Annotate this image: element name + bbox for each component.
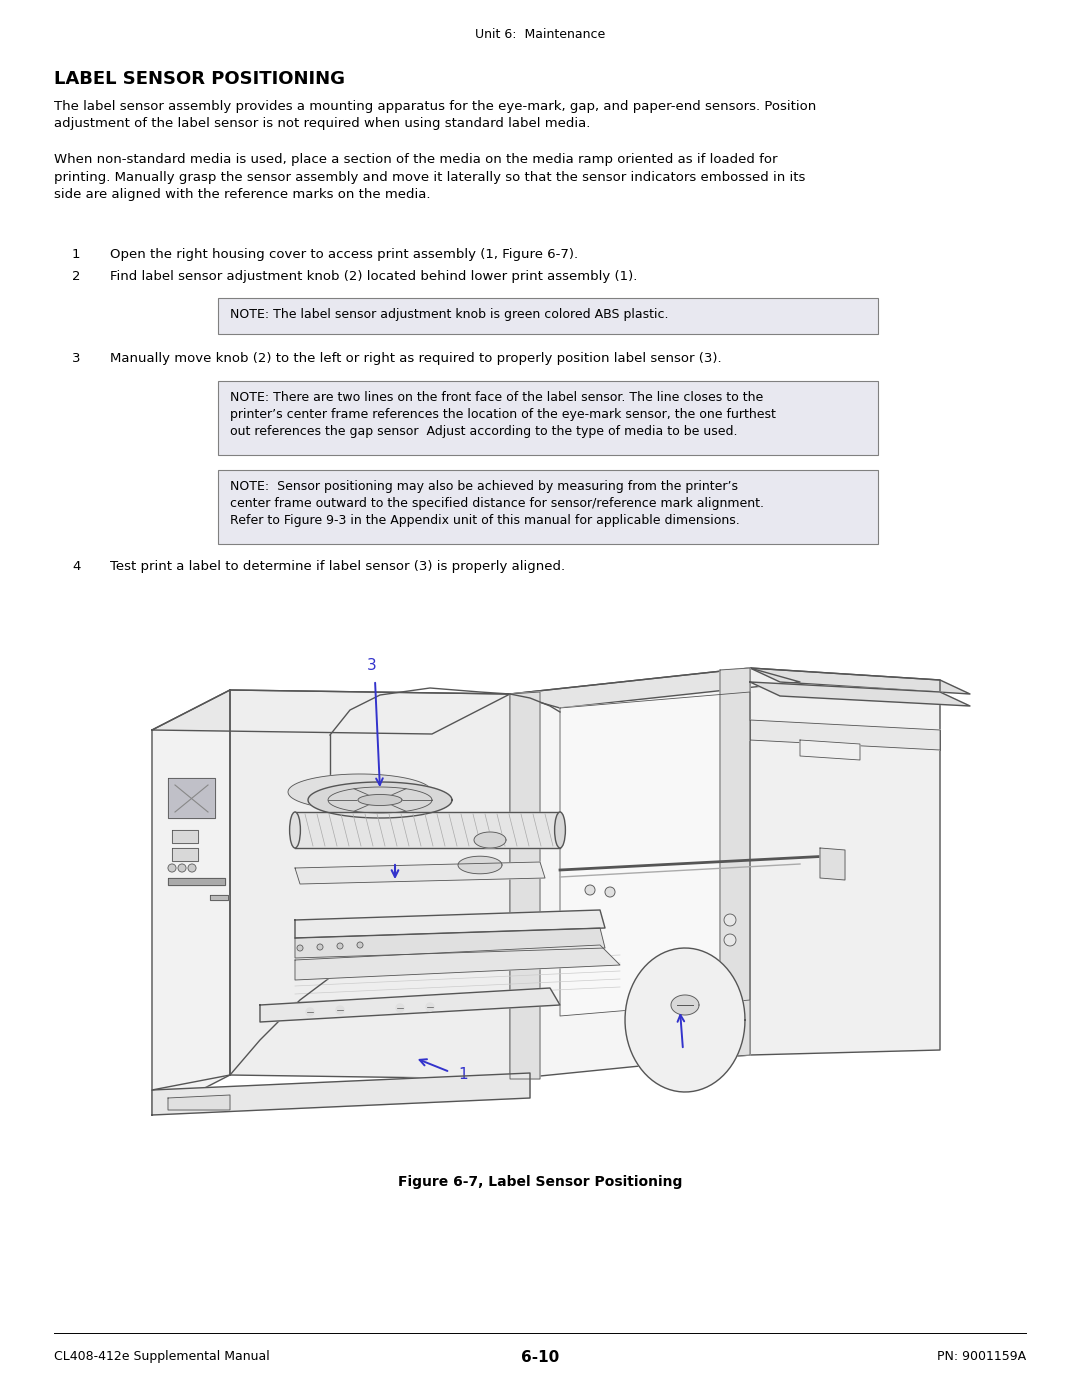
Polygon shape [295, 909, 605, 937]
Text: The label sensor assembly provides a mounting apparatus for the eye-mark, gap, a: The label sensor assembly provides a mou… [54, 101, 816, 130]
Polygon shape [474, 833, 507, 848]
FancyBboxPatch shape [218, 381, 878, 455]
Polygon shape [561, 692, 750, 1016]
Polygon shape [295, 928, 605, 958]
Circle shape [585, 886, 595, 895]
Text: out references the gap sensor  Adjust according to the type of media to be used.: out references the gap sensor Adjust acc… [230, 425, 738, 439]
Circle shape [336, 1006, 345, 1014]
Circle shape [306, 1009, 314, 1016]
Text: NOTE: There are two lines on the front face of the label sensor. The line closes: NOTE: There are two lines on the front f… [230, 391, 764, 404]
Polygon shape [308, 782, 453, 819]
Text: LABEL SENSOR POSITIONING: LABEL SENSOR POSITIONING [54, 70, 345, 88]
Polygon shape [750, 682, 970, 705]
Circle shape [337, 943, 343, 949]
Text: When non-standard media is used, place a section of the media on the media ramp : When non-standard media is used, place a… [54, 154, 806, 201]
Polygon shape [210, 895, 228, 900]
Text: Test print a label to determine if label sensor (3) is properly aligned.: Test print a label to determine if label… [110, 560, 565, 573]
Polygon shape [172, 830, 198, 842]
Circle shape [724, 914, 735, 926]
Polygon shape [230, 690, 510, 1078]
Polygon shape [152, 690, 230, 1115]
Polygon shape [671, 995, 699, 1016]
Text: Manually move knob (2) to the left or right as required to properly position lab: Manually move knob (2) to the left or ri… [110, 352, 721, 365]
Polygon shape [172, 848, 198, 861]
Polygon shape [288, 774, 432, 810]
Circle shape [724, 935, 735, 946]
Polygon shape [295, 944, 620, 981]
Text: printer’s center frame references the location of the eye-mark sensor, the one f: printer’s center frame references the lo… [230, 408, 775, 420]
Text: Figure 6-7, Label Sensor Positioning: Figure 6-7, Label Sensor Positioning [397, 1175, 683, 1189]
Text: center frame outward to the specified distance for sensor/reference mark alignme: center frame outward to the specified di… [230, 497, 764, 510]
Text: Refer to Figure 9-3 in the Appendix unit of this manual for applicable dimension: Refer to Figure 9-3 in the Appendix unit… [230, 514, 740, 527]
Polygon shape [357, 795, 402, 806]
Polygon shape [458, 856, 502, 873]
FancyBboxPatch shape [218, 298, 878, 334]
Circle shape [168, 863, 176, 872]
Polygon shape [750, 668, 970, 694]
Text: 1: 1 [72, 249, 81, 261]
Polygon shape [510, 692, 540, 1078]
Polygon shape [168, 1095, 230, 1111]
Circle shape [396, 1004, 404, 1011]
Circle shape [297, 944, 303, 951]
Text: 4: 4 [72, 560, 80, 573]
Text: 2: 2 [72, 270, 81, 284]
Polygon shape [152, 1073, 530, 1115]
Polygon shape [820, 848, 845, 880]
Text: 2: 2 [685, 1055, 694, 1070]
Text: PN: 9001159A: PN: 9001159A [936, 1350, 1026, 1363]
Ellipse shape [289, 812, 300, 848]
Polygon shape [750, 719, 940, 750]
Text: 3: 3 [72, 352, 81, 365]
Circle shape [318, 944, 323, 950]
Text: CL408-412e Supplemental Manual: CL408-412e Supplemental Manual [54, 1350, 270, 1363]
Text: 6-10: 6-10 [521, 1350, 559, 1365]
Polygon shape [295, 862, 545, 884]
Polygon shape [720, 668, 750, 1058]
Text: Unit 6:  Maintenance: Unit 6: Maintenance [475, 28, 605, 41]
Circle shape [188, 863, 195, 872]
Polygon shape [152, 690, 510, 733]
Text: NOTE:  Sensor positioning may also be achieved by measuring from the printer’s: NOTE: Sensor positioning may also be ach… [230, 481, 738, 493]
Polygon shape [168, 877, 225, 886]
Circle shape [426, 1003, 434, 1011]
Polygon shape [800, 740, 860, 760]
Polygon shape [750, 668, 940, 1055]
Circle shape [178, 863, 186, 872]
Text: Find label sensor adjustment knob (2) located behind lower print assembly (1).: Find label sensor adjustment knob (2) lo… [110, 270, 637, 284]
Circle shape [605, 887, 615, 897]
Circle shape [357, 942, 363, 949]
Polygon shape [260, 988, 561, 1023]
Polygon shape [625, 949, 745, 1092]
Text: NOTE: The label sensor adjustment knob is green colored ABS plastic.: NOTE: The label sensor adjustment knob i… [230, 307, 669, 321]
Polygon shape [510, 668, 800, 708]
Ellipse shape [555, 812, 566, 848]
Polygon shape [295, 812, 561, 848]
FancyBboxPatch shape [218, 469, 878, 543]
Polygon shape [168, 778, 215, 819]
Text: 3: 3 [367, 658, 377, 673]
Text: 1: 1 [458, 1067, 468, 1083]
Polygon shape [510, 668, 750, 1078]
Text: Open the right housing cover to access print assembly (1, Figure 6-7).: Open the right housing cover to access p… [110, 249, 578, 261]
